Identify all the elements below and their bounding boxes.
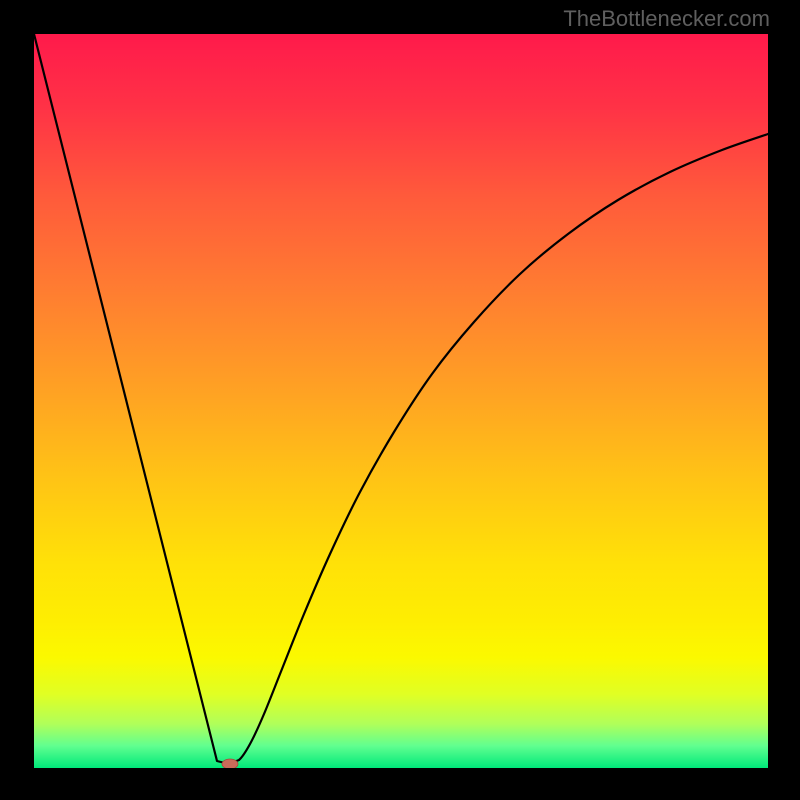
watermark-text: TheBottlenecker.com [563, 6, 770, 32]
curve-layer [34, 34, 768, 768]
optimum-marker [222, 759, 238, 768]
chart-frame: TheBottlenecker.com [0, 0, 800, 800]
bottleneck-curve [34, 34, 768, 763]
plot-area [34, 34, 768, 768]
